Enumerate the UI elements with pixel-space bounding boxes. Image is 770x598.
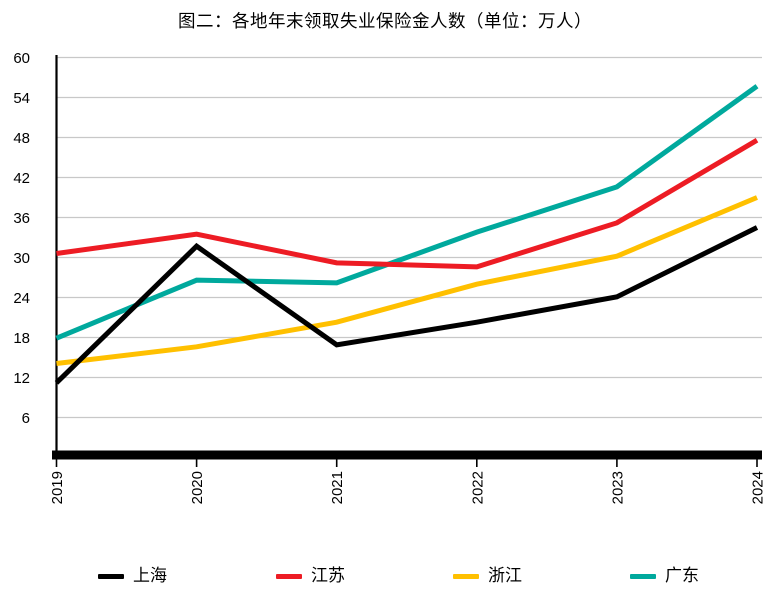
x-axis-tick-label-2021: 2021 (329, 471, 346, 504)
series-line-zhejiang (56, 195, 758, 366)
y-axis-tick-label-18: 18 (13, 330, 30, 347)
y-axis-tick-label-54: 54 (13, 90, 30, 107)
y-axis-tick-label-6: 6 (22, 410, 30, 427)
series-line-shanghai (54, 225, 759, 385)
x-axis-line (52, 450, 762, 460)
series-line-jiangsu (56, 138, 759, 270)
legend-swatch-guangdong (630, 573, 656, 579)
x-axis-tick-label-2024: 2024 (750, 471, 767, 504)
legend-label-jiangsu: 江苏 (311, 565, 345, 586)
legend-item-guangdong: 广东 (630, 563, 699, 589)
chart-title: 图二：各地年末领取失业保险金人数（单位：万人） (178, 12, 592, 32)
legend-item-shanghai: 上海 (98, 563, 167, 589)
legend-item-zhejiang: 浙江 (453, 563, 522, 589)
line-chart-plot: 6 12 18 24 30 36 42 48 54 60 2019 2020 2021 2022 2023 2… (13, 50, 767, 504)
legend-label-zhejiang: 浙江 (488, 565, 522, 586)
y-axis-tick-label-24: 24 (13, 290, 30, 307)
y-axis-tick-label-36: 36 (13, 210, 30, 227)
legend-label-guangdong: 广东 (665, 565, 699, 586)
x-axis-tick-label-2020: 2020 (189, 471, 206, 504)
y-axis-tick-label-60: 60 (13, 50, 30, 67)
chart-legend: 上海 江苏 浙江 广东 (0, 563, 770, 589)
x-axis-tick-label-2023: 2023 (609, 471, 626, 504)
x-axis-tick-label-2022: 2022 (469, 471, 486, 504)
y-axis-tick-label-30: 30 (13, 250, 30, 267)
series-line-guangdong (55, 84, 759, 341)
y-axis-tick-label-42: 42 (13, 170, 30, 187)
x-axis-tick-label-2019: 2019 (49, 471, 66, 504)
legend-swatch-zhejiang (453, 573, 479, 579)
legend-item-jiangsu: 江苏 (276, 563, 345, 589)
legend-swatch-jiangsu (276, 573, 302, 579)
legend-label-shanghai: 上海 (133, 565, 167, 586)
y-axis-tick-label-12: 12 (13, 370, 30, 387)
legend-swatch-shanghai (98, 573, 124, 579)
y-axis-tick-label-48: 48 (13, 130, 30, 147)
